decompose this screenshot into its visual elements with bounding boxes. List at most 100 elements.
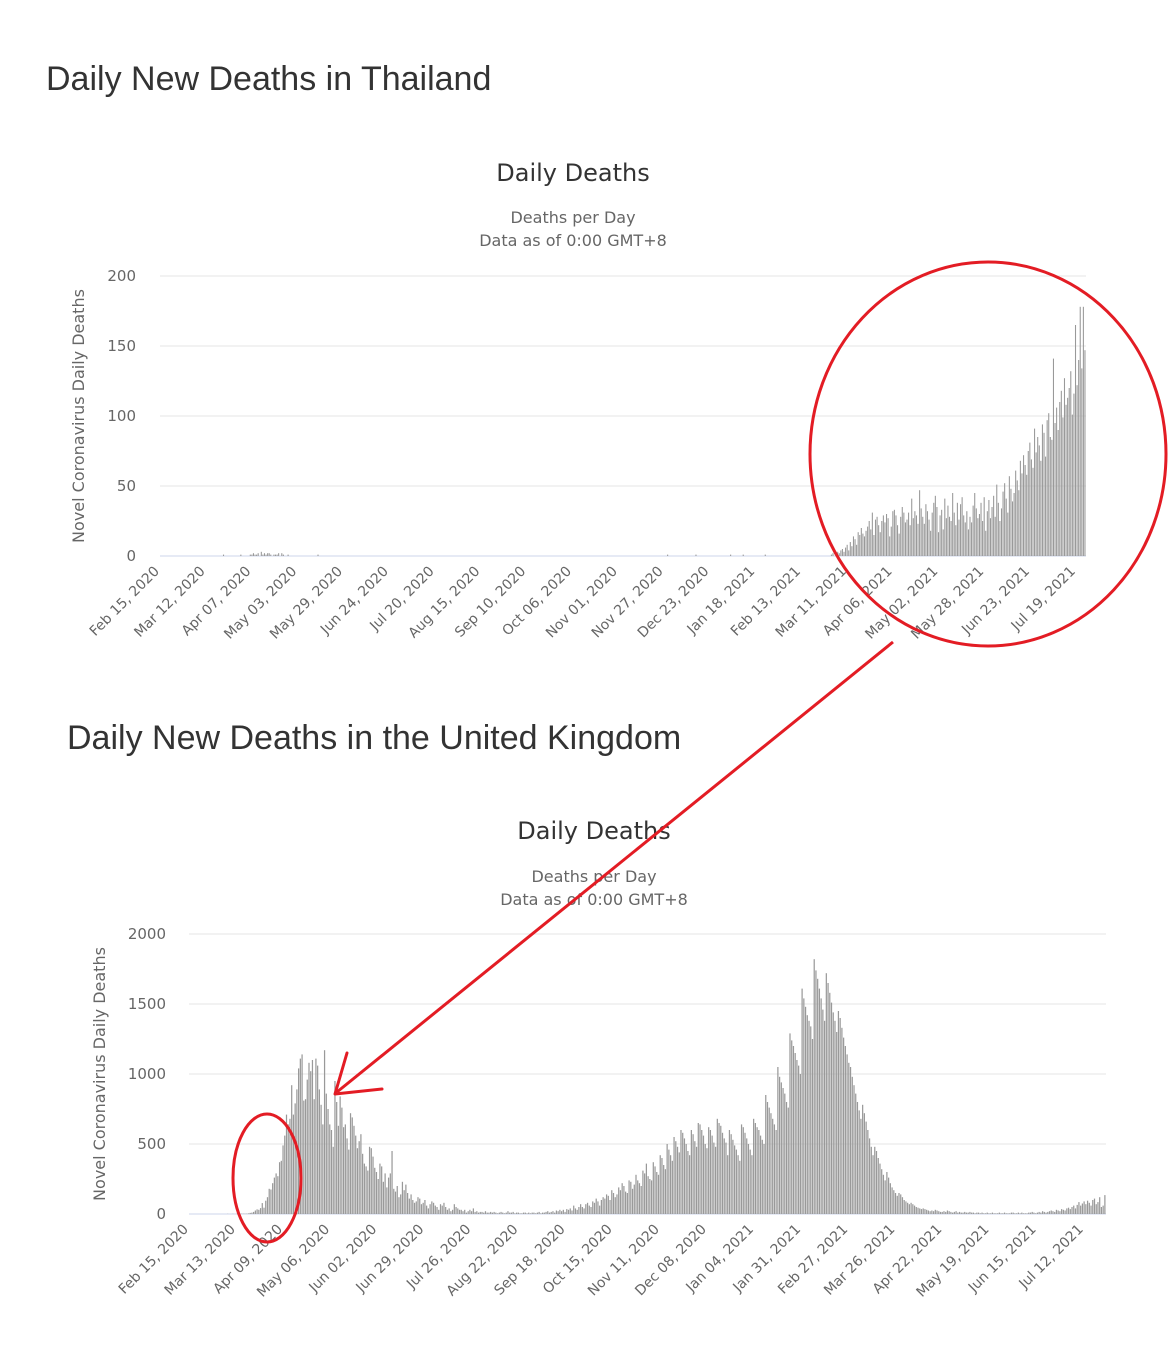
uk-bar	[1016, 1213, 1018, 1214]
th-bar	[931, 512, 933, 556]
uk-bar	[301, 1054, 303, 1214]
th-bar	[925, 504, 927, 556]
uk-bar	[856, 1102, 859, 1214]
uk-bar	[265, 1200, 267, 1214]
uk-bar	[948, 1211, 950, 1214]
th-bar	[982, 521, 984, 556]
uk-bar	[945, 1211, 947, 1214]
th-bar	[978, 514, 980, 556]
annotation-arrow-head	[333, 1051, 384, 1096]
uk-bar	[777, 1067, 779, 1214]
uk-bar	[972, 1212, 975, 1214]
uk-y-axis-label: Novel Coronavirus Daily Deaths	[90, 947, 109, 1201]
uk-bar	[294, 1103, 296, 1214]
th-bar	[897, 525, 899, 556]
th-bar	[222, 554, 225, 556]
uk-bar	[1021, 1212, 1023, 1214]
uk-bar	[1081, 1203, 1084, 1214]
uk-bar	[322, 1124, 324, 1214]
uk-bar	[785, 1102, 788, 1214]
uk-bar	[289, 1118, 291, 1214]
uk-bar	[625, 1191, 627, 1214]
th-bar	[268, 553, 270, 556]
uk-bar	[554, 1212, 556, 1214]
uk-bar	[1095, 1204, 1097, 1214]
th-bar	[890, 526, 892, 556]
th-bar	[963, 515, 965, 556]
uk-bar	[277, 1176, 279, 1214]
uk-bar	[694, 1141, 696, 1214]
uk-bar	[441, 1205, 443, 1214]
th-bar	[1023, 455, 1025, 556]
uk-bar	[908, 1204, 910, 1214]
uk-bar	[590, 1207, 592, 1214]
uk-bar	[900, 1194, 902, 1214]
uk-bar	[588, 1205, 590, 1214]
uk-bar	[311, 1060, 314, 1214]
th-bar	[977, 518, 979, 556]
th-bar	[1071, 414, 1073, 556]
uk-bar	[846, 1054, 848, 1214]
uk-bar	[600, 1200, 603, 1214]
uk-y-tick-label: 500	[137, 1135, 166, 1153]
uk-bar	[434, 1205, 436, 1214]
th-bar	[868, 521, 870, 556]
th-bar	[1068, 388, 1070, 556]
uk-y-tick-label: 2000	[128, 925, 166, 943]
uk-bar	[1052, 1211, 1054, 1214]
th-bar	[945, 518, 947, 556]
uk-bar	[484, 1211, 487, 1214]
uk-bar	[823, 1020, 826, 1214]
uk-bar	[304, 1099, 307, 1214]
th-bar	[1038, 445, 1040, 556]
uk-bar	[640, 1186, 642, 1214]
uk-bar	[889, 1183, 891, 1214]
th-bar	[1070, 371, 1072, 556]
th-bar	[904, 522, 906, 556]
th-bar	[1074, 325, 1077, 556]
uk-bar	[870, 1146, 872, 1214]
uk-bar	[251, 1212, 253, 1214]
th-bar	[958, 519, 960, 556]
th-bar	[986, 511, 988, 556]
uk-bar	[1104, 1195, 1106, 1214]
uk-bar	[697, 1123, 699, 1214]
uk-bar	[1024, 1213, 1026, 1214]
uk-bar	[536, 1212, 538, 1214]
uk-bar	[1076, 1204, 1078, 1214]
uk-bar	[445, 1207, 447, 1214]
uk-bar	[1078, 1202, 1080, 1214]
uk-heading: Daily New Deaths in the United Kingdom	[67, 719, 682, 757]
uk-bar	[1045, 1212, 1047, 1214]
uk-bar	[666, 1144, 668, 1214]
th-bar	[1062, 417, 1064, 556]
th-bar	[1029, 442, 1031, 556]
uk-bar	[626, 1193, 628, 1214]
uk-bar	[1062, 1209, 1064, 1214]
th-bar	[1021, 473, 1023, 556]
uk-bar	[967, 1212, 969, 1214]
uk-bar	[358, 1141, 360, 1214]
uk-bar	[317, 1065, 319, 1214]
uk-bar	[382, 1181, 385, 1214]
uk-bar	[278, 1162, 281, 1214]
th-bar	[870, 529, 872, 556]
th-bar	[955, 525, 957, 556]
uk-bar	[936, 1210, 938, 1214]
th-bar	[252, 553, 254, 556]
uk-bar	[879, 1163, 881, 1214]
uk-bar	[1002, 1213, 1004, 1214]
th-bar	[884, 522, 886, 556]
uk-bar	[389, 1173, 391, 1214]
uk-bar	[794, 1053, 796, 1214]
uk-bar	[455, 1207, 457, 1214]
th-bar	[1024, 465, 1026, 556]
th-bar	[887, 518, 889, 556]
uk-bar	[548, 1212, 551, 1214]
th-bar	[917, 523, 919, 556]
th-bar	[845, 547, 847, 556]
th-bar	[923, 523, 925, 556]
uk-bar	[955, 1211, 957, 1214]
uk-bar	[540, 1213, 542, 1214]
uk-bar	[1080, 1205, 1082, 1214]
